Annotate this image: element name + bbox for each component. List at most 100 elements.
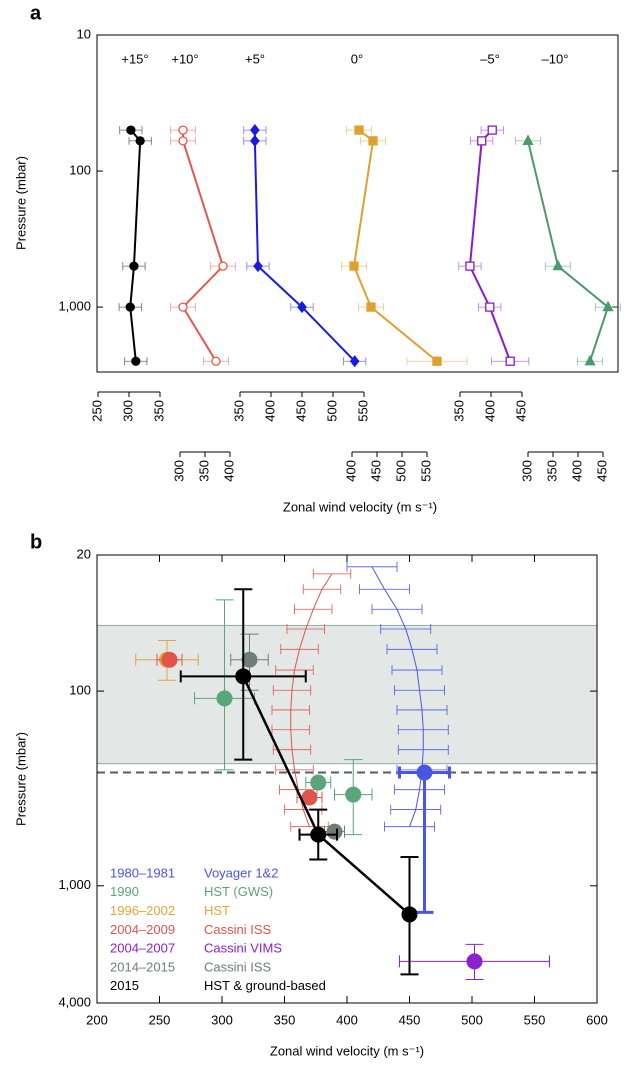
profile-line [129, 129, 142, 362]
x-tick-label: 450 [594, 460, 609, 482]
y-tick-label: 100 [69, 683, 91, 698]
marker [135, 136, 145, 146]
marker [477, 136, 487, 146]
point [326, 823, 343, 840]
profile-line [181, 130, 225, 362]
x-tick-label: 450 [368, 460, 383, 482]
series-label: 0° [351, 51, 363, 66]
x-tick-label: 400 [262, 400, 277, 422]
profile-line [371, 566, 424, 827]
y-axis-label: Pressure (mbar) [13, 732, 28, 826]
profile-line [468, 129, 512, 362]
legend-years: 2014–2015 [110, 959, 175, 974]
marker [584, 354, 596, 366]
legend-years: 1996–2002 [110, 903, 175, 918]
point [416, 764, 433, 781]
profile-line [352, 129, 438, 363]
y-tick-label: 1,000 [58, 299, 91, 314]
point [301, 789, 318, 806]
marker [125, 302, 135, 312]
marker [178, 125, 188, 135]
x-axis-label: Zonal wind velocity (m s⁻¹) [270, 1043, 424, 1058]
marker [129, 261, 139, 271]
marker [126, 125, 136, 135]
marker [131, 356, 141, 366]
x-tick-label: 400 [336, 1012, 358, 1027]
x-tick-label: 450 [399, 1012, 421, 1027]
legend-years: 1990 [110, 884, 139, 899]
x-tick-label: 600 [586, 1012, 608, 1027]
marker [349, 261, 359, 271]
plot-frame [96, 554, 598, 1004]
marker [505, 356, 515, 366]
x-tick-label: 350 [274, 1012, 296, 1027]
marker [552, 259, 564, 271]
series-label: +10° [171, 51, 198, 66]
panel-label: a [30, 2, 42, 24]
x-tick-label: 200 [86, 1012, 108, 1027]
y-tick-label: 100 [69, 162, 91, 177]
marker [211, 356, 221, 366]
legend-label: HST & ground-based [204, 978, 326, 993]
marker [250, 124, 260, 137]
panel-label: b [30, 531, 42, 553]
y-tick-label: 4,000 [58, 994, 91, 1009]
series-label: +15° [121, 51, 148, 66]
marker [602, 300, 614, 312]
x-tick-label: 550 [418, 460, 433, 482]
marker [465, 261, 475, 271]
marker [178, 136, 188, 146]
marker [485, 302, 495, 312]
x-tick-label: 500 [324, 400, 339, 422]
marker [297, 301, 307, 314]
marker [366, 302, 376, 312]
marker [253, 260, 263, 273]
legend-years: 2004–2009 [110, 922, 175, 937]
legend-label: Cassini ISS [204, 959, 272, 974]
point [235, 668, 252, 685]
marker [432, 356, 442, 366]
marker [178, 302, 188, 312]
point [345, 786, 362, 803]
legend-years: 2015 [110, 978, 139, 993]
legend-label: HST (GWS) [204, 884, 273, 899]
point [310, 774, 327, 791]
error-bar [384, 821, 435, 832]
plot-frame [96, 34, 619, 373]
marker [250, 134, 260, 147]
legend-label: Cassini VIMS [204, 941, 282, 956]
marker [487, 125, 497, 135]
legend-label: HST [204, 903, 230, 918]
x-tick-label: 350 [151, 400, 166, 422]
x-tick-label: 450 [513, 400, 528, 422]
x-tick-label: 400 [569, 460, 584, 482]
point [216, 690, 233, 707]
x-tick-label: 300 [519, 460, 534, 482]
marker [354, 125, 364, 135]
y-tick-label: 1,000 [58, 877, 91, 892]
x-axis-label: Zonal wind velocity (m s⁻¹) [283, 499, 437, 514]
y-tick-label: 10 [77, 26, 91, 41]
point [241, 651, 258, 668]
x-tick-label: 550 [355, 400, 370, 422]
marker [368, 136, 378, 146]
shaded-band [96, 624, 598, 765]
point [310, 826, 327, 843]
y-axis-label: Pressure (mbar) [13, 156, 28, 250]
point [401, 906, 418, 923]
x-tick-label: 350 [544, 460, 559, 482]
legend-label: Cassini ISS [204, 922, 272, 937]
x-tick-label: 550 [524, 1012, 546, 1027]
x-tick-label: 250 [149, 1012, 171, 1027]
x-tick-label: 400 [343, 460, 358, 482]
x-tick-label: 250 [89, 400, 104, 422]
point [466, 953, 483, 970]
series-label: –10° [542, 51, 569, 66]
x-tick-label: 300 [171, 460, 186, 482]
series-label: –5° [480, 51, 500, 66]
profile-line [290, 573, 333, 827]
x-tick-label: 500 [393, 460, 408, 482]
x-tick-label: 450 [293, 400, 308, 422]
x-tick-label: 350 [196, 460, 211, 482]
